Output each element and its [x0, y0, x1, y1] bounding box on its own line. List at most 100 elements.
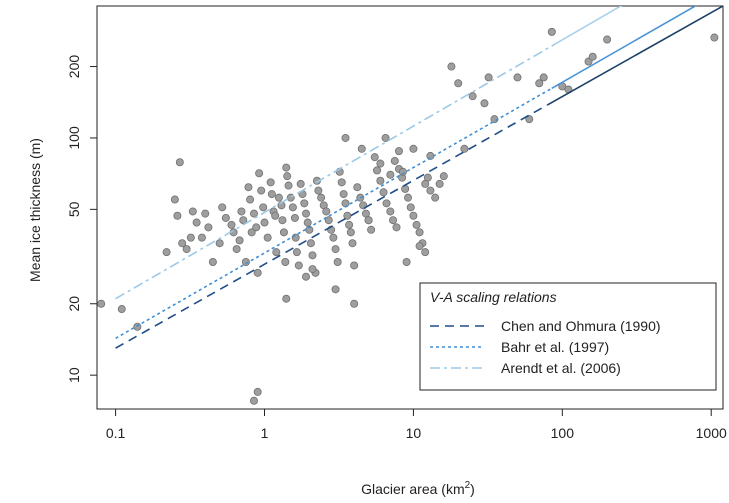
data-point [232, 245, 241, 254]
data-point [426, 186, 435, 195]
legend-entry-label: Chen and Ohmura (1990) [501, 318, 661, 334]
legend-entry-label: Arendt et al. (2006) [501, 360, 621, 376]
data-point [324, 216, 333, 225]
data-point [292, 248, 301, 257]
data-point [263, 233, 272, 242]
data-point [249, 396, 258, 405]
data-point [367, 225, 376, 234]
data-point [337, 178, 346, 187]
scaling-line-solid [551, 6, 697, 89]
legend: V-A scaling relations Chen and Ohmura (1… [419, 282, 717, 391]
data-point [282, 294, 291, 303]
y-tick-label: 50 [66, 201, 82, 217]
data-point [333, 257, 342, 266]
data-point [421, 248, 430, 257]
data-point [322, 207, 331, 216]
x-axis: 0.1 1 10 100 1000 [106, 409, 727, 441]
data-point [386, 170, 395, 179]
data-point [296, 179, 305, 188]
plot-frame [96, 5, 724, 410]
data-point [291, 233, 300, 242]
data-point [247, 228, 256, 237]
x-tick-label: 1 [261, 425, 269, 441]
data-point [525, 115, 534, 124]
data-point [412, 220, 421, 229]
y-tick-label: 20 [66, 296, 82, 312]
y-axis-title: Mean ice thickness (m) [27, 138, 43, 282]
data-point [302, 209, 311, 218]
data-point [186, 233, 195, 242]
data-point [284, 181, 293, 190]
legend-box [419, 282, 717, 391]
data-point [288, 203, 297, 212]
data-point [201, 209, 210, 218]
data-point [431, 193, 440, 202]
x-tick-label: 1000 [696, 425, 727, 441]
data-point [175, 158, 184, 167]
data-point [348, 239, 357, 248]
data-point [535, 79, 544, 88]
data-point [279, 228, 288, 237]
data-point [439, 172, 448, 181]
data-point [398, 167, 407, 176]
scaling-line-solid [555, 6, 623, 45]
data-point [294, 261, 303, 270]
data-point [253, 268, 262, 277]
data-point [468, 92, 477, 101]
data-point [409, 211, 418, 220]
data-point [539, 73, 548, 82]
data-point [364, 216, 373, 225]
data-point [588, 52, 597, 61]
data-point [402, 257, 411, 266]
data-point [308, 251, 317, 260]
data-point [178, 239, 187, 248]
scaling-line-dashed [115, 103, 549, 349]
data-point [290, 213, 299, 222]
data-point [173, 211, 182, 220]
data-point [218, 203, 227, 212]
data-point [249, 209, 258, 218]
data-point [162, 248, 171, 257]
data-point [341, 133, 350, 142]
data-point [192, 218, 201, 227]
data-point [303, 218, 312, 227]
legend-entry-label: Bahr et al. (1997) [501, 339, 609, 355]
data-point [278, 216, 287, 225]
data-point [300, 199, 309, 208]
data-point [204, 223, 213, 232]
data-point [394, 147, 403, 156]
data-point [357, 144, 366, 153]
data-point [274, 193, 283, 202]
data-point [314, 186, 323, 195]
data-point [182, 245, 191, 254]
data-point [345, 220, 354, 229]
scaling-lines [115, 6, 723, 349]
data-point [244, 183, 253, 192]
data-point [406, 203, 415, 212]
data-point [331, 245, 340, 254]
data-point [257, 186, 266, 195]
data-point [260, 218, 269, 227]
data-point [710, 33, 719, 42]
data-point [346, 228, 355, 237]
data-point [409, 144, 418, 153]
scaling-line-dashed [115, 43, 556, 300]
data-point [513, 73, 522, 82]
data-point [404, 193, 413, 202]
data-point [329, 233, 338, 242]
data-point [306, 239, 315, 248]
data-point [480, 99, 489, 108]
data-point [317, 193, 326, 202]
data-point [267, 190, 276, 199]
data-point [386, 207, 395, 216]
data-point [239, 216, 248, 225]
data-point [376, 159, 385, 168]
data-point [255, 169, 264, 178]
data-point [266, 178, 275, 187]
data-point [252, 223, 261, 232]
y-tick-label: 100 [66, 126, 82, 150]
data-point [241, 257, 250, 266]
data-point [197, 233, 206, 242]
data-point [237, 207, 246, 216]
